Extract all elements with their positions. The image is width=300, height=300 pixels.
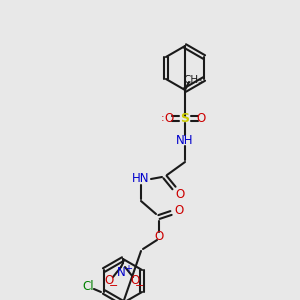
Text: −: − bbox=[135, 281, 145, 291]
Text: HN: HN bbox=[132, 172, 150, 185]
Text: O: O bbox=[164, 112, 174, 124]
Text: O: O bbox=[130, 274, 140, 287]
Text: O: O bbox=[174, 203, 184, 217]
Text: NH: NH bbox=[176, 134, 194, 146]
Text: +: + bbox=[124, 264, 132, 274]
Text: S: S bbox=[181, 112, 190, 124]
Text: N: N bbox=[117, 266, 125, 280]
Text: O: O bbox=[154, 230, 164, 242]
Text: CH₃: CH₃ bbox=[183, 75, 202, 85]
Text: O: O bbox=[104, 274, 114, 287]
Text: O: O bbox=[176, 188, 184, 200]
Text: :: : bbox=[161, 113, 165, 123]
Text: −: − bbox=[109, 281, 119, 291]
Text: O: O bbox=[196, 112, 206, 124]
Text: Cl: Cl bbox=[82, 280, 94, 293]
